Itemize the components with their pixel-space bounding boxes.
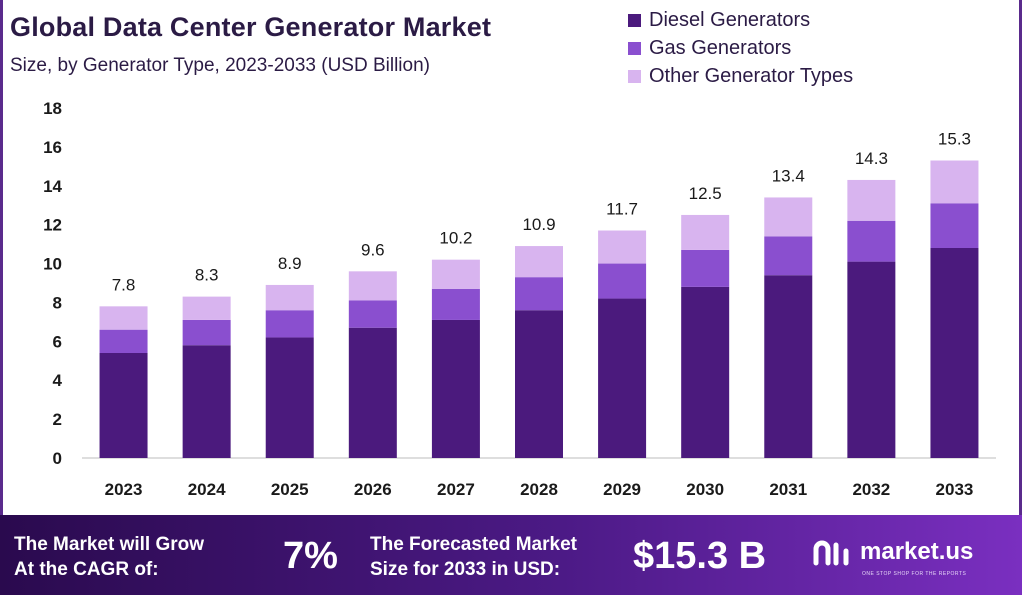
brand-name: market.us [860,538,974,565]
x-tick-label: 2023 [105,480,143,499]
bar-segment-other [930,160,979,204]
cagr-label-line1: The Market will Grow [14,534,205,555]
bar-total-label: 10.2 [439,229,472,248]
bar-total-label: 7.8 [112,275,136,294]
brand-logo: market.us [812,537,973,567]
market-us-logo-icon [813,540,849,566]
bar-segment-diesel [431,319,480,458]
y-tick-label: 4 [53,371,63,390]
bar-total-label: 15.3 [938,130,971,149]
bar-segment-gas [431,288,480,320]
bar-segment-other [348,271,397,301]
bar-segment-other [515,246,563,278]
x-tick-label: 2028 [520,480,558,499]
x-tick-label: 2026 [354,480,392,499]
cagr-value: 7% [283,535,338,577]
bar-segment-diesel [764,275,813,458]
bar-segment-gas [764,236,813,276]
bar-segment-diesel [598,298,647,458]
y-tick-label: 0 [53,449,62,468]
cagr-label-line2: At the CAGR of: [14,559,159,580]
legend-swatch-gas [628,41,641,55]
legend-item-other: Other Generator Types [628,62,853,90]
x-tick-label: 2033 [936,480,974,499]
stacked-bar-chart: 0 2 4 6 8 10 12 14 16 18 7.8 2023 8.3 2024 8.9 2025 9.6 2… [43,99,996,499]
y-tick-label: 10 [43,255,62,274]
bar-segment-gas [930,203,979,248]
bar-segment-other [681,214,730,250]
bar-segment-diesel [847,261,896,458]
bar-total-label: 8.9 [278,254,302,273]
cagr-label: The Market will Grow At the CAGR of: [14,532,204,582]
bar-segment-gas [847,220,896,262]
forecast-label: The Forecasted Market Size for 2033 in U… [370,532,577,582]
bar-segment-gas [681,249,730,287]
bar-segment-other [99,306,148,330]
chart-subtitle: Size, by Generator Type, 2023-2033 (USD … [10,55,430,76]
bar-segment-gas [182,319,231,346]
legend-swatch-diesel [628,13,641,27]
legend-item-gas: Gas Generators [628,34,853,62]
bar-segment-diesel [348,327,397,458]
y-tick-label: 8 [53,293,62,312]
bar-total-label: 12.5 [689,184,722,203]
bar-segment-diesel [515,310,563,458]
bar-segment-other [847,179,896,221]
bar-segment-other [598,230,647,264]
bar-segment-diesel [182,345,231,458]
bar-total-label: 10.9 [522,215,555,234]
bar-total-label: 8.3 [195,266,219,285]
forecast-value: $15.3 B [633,535,767,577]
y-tick-label: 14 [43,177,62,196]
bar-segment-gas [265,310,314,338]
y-tick-label: 6 [53,332,62,351]
legend-item-diesel: Diesel Generators [628,6,853,34]
chart-title: Global Data Center Generator Market [10,12,492,42]
bar-segment-other [182,296,231,320]
bar-segment-gas [515,277,563,311]
y-tick-label: 16 [43,138,62,157]
bar-segment-diesel [681,286,730,458]
bar-segment-other [265,284,314,311]
footer-banner: The Market will Grow At the CAGR of: 7% … [0,515,1022,595]
bar-segment-diesel [265,337,314,458]
bar-segment-gas [348,300,397,328]
bar-segment-gas [99,329,148,353]
chart-legend: Diesel Generators Gas Generators Other G… [628,6,853,90]
forecast-label-line1: The Forecasted Market [370,534,577,555]
legend-swatch-other [628,69,641,83]
bar-segment-diesel [930,248,979,458]
x-tick-label: 2032 [852,480,890,499]
bar-total-label: 13.4 [772,166,805,185]
x-tick-label: 2030 [686,480,724,499]
bar-segment-diesel [99,353,148,458]
bar-segment-other [431,259,480,289]
x-tick-label: 2024 [188,480,226,499]
legend-label-diesel: Diesel Generators [649,8,811,31]
forecast-label-line2: Size for 2033 in USD: [370,559,561,580]
x-tick-label: 2027 [437,480,475,499]
x-tick-label: 2031 [769,480,807,499]
bar-total-label: 9.6 [361,240,385,259]
brand-tagline: ONE STOP SHOP FOR THE REPORTS [862,571,967,577]
y-tick-label: 12 [43,216,62,235]
y-tick-label: 18 [43,99,62,118]
bar-segment-other [764,197,813,237]
x-tick-label: 2025 [271,480,309,499]
y-tick-label: 2 [53,410,62,429]
bar-total-label: 14.3 [855,149,888,168]
bar-segment-gas [598,263,647,299]
legend-label-gas: Gas Generators [649,36,792,59]
x-tick-label: 2029 [603,480,641,499]
bar-total-label: 11.7 [606,200,638,219]
legend-label-other: Other Generator Types [649,64,854,87]
